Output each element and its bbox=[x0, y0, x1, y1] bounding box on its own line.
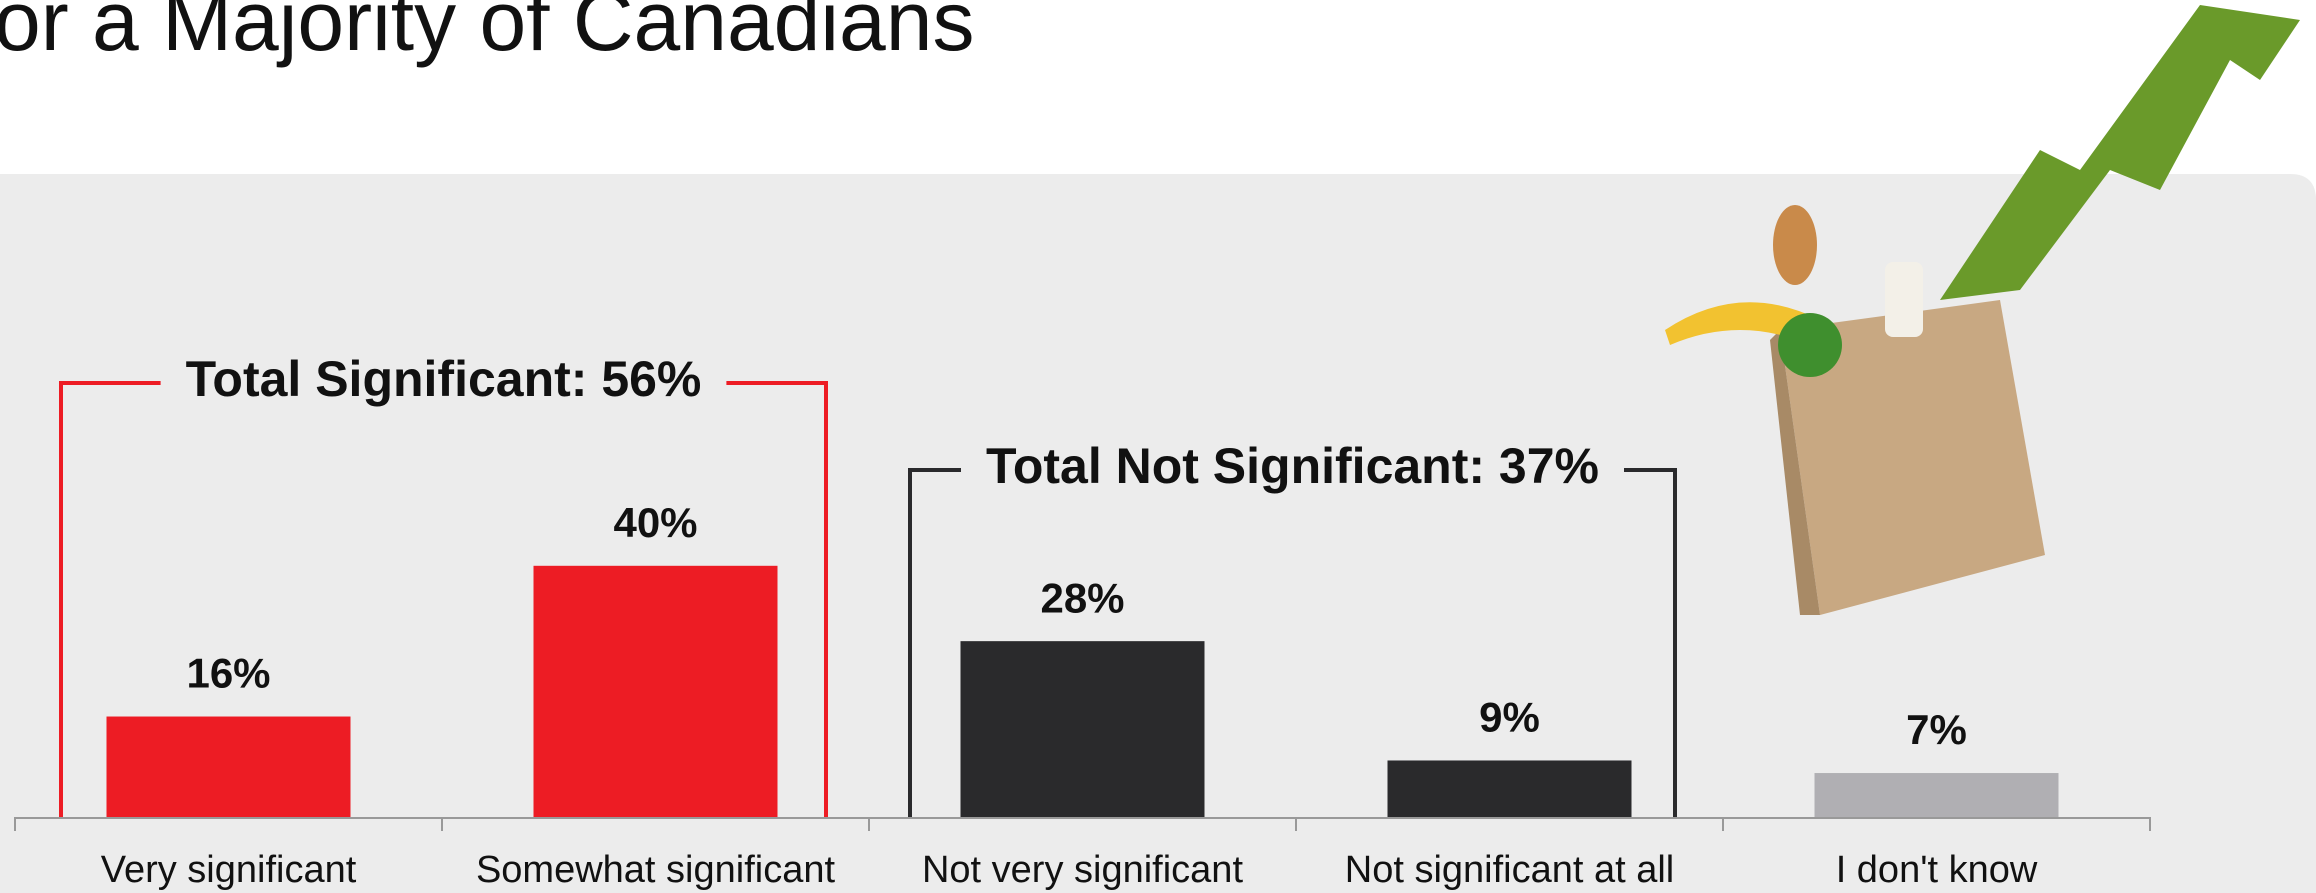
x-tick-label: Somewhat significant bbox=[476, 849, 836, 891]
x-tick-label: Not significant at all bbox=[1345, 849, 1675, 891]
value-label: 40% bbox=[613, 499, 697, 546]
bracket-label: Total Significant: 56% bbox=[186, 351, 702, 407]
bar bbox=[1814, 773, 2059, 817]
bar bbox=[106, 716, 351, 817]
x-tick-label: Not very significant bbox=[922, 849, 1243, 891]
bracket-label: Total Not Significant: 37% bbox=[986, 438, 1599, 494]
value-label: 28% bbox=[1040, 574, 1124, 621]
bar bbox=[533, 565, 778, 817]
value-label: 16% bbox=[186, 650, 270, 697]
bracket-label-bg bbox=[961, 460, 1624, 480]
bar bbox=[1387, 760, 1632, 817]
x-tick-label: I don't know bbox=[1836, 849, 2038, 891]
bracket-label-bg bbox=[160, 373, 727, 393]
x-tick-label: Very significant bbox=[101, 849, 357, 891]
chart-title: or a Majority of Canadians bbox=[0, 0, 974, 68]
value-label: 7% bbox=[1906, 706, 1967, 753]
grocery-illustration bbox=[1665, 5, 2300, 615]
bar bbox=[960, 641, 1205, 817]
value-label: 9% bbox=[1479, 694, 1540, 741]
